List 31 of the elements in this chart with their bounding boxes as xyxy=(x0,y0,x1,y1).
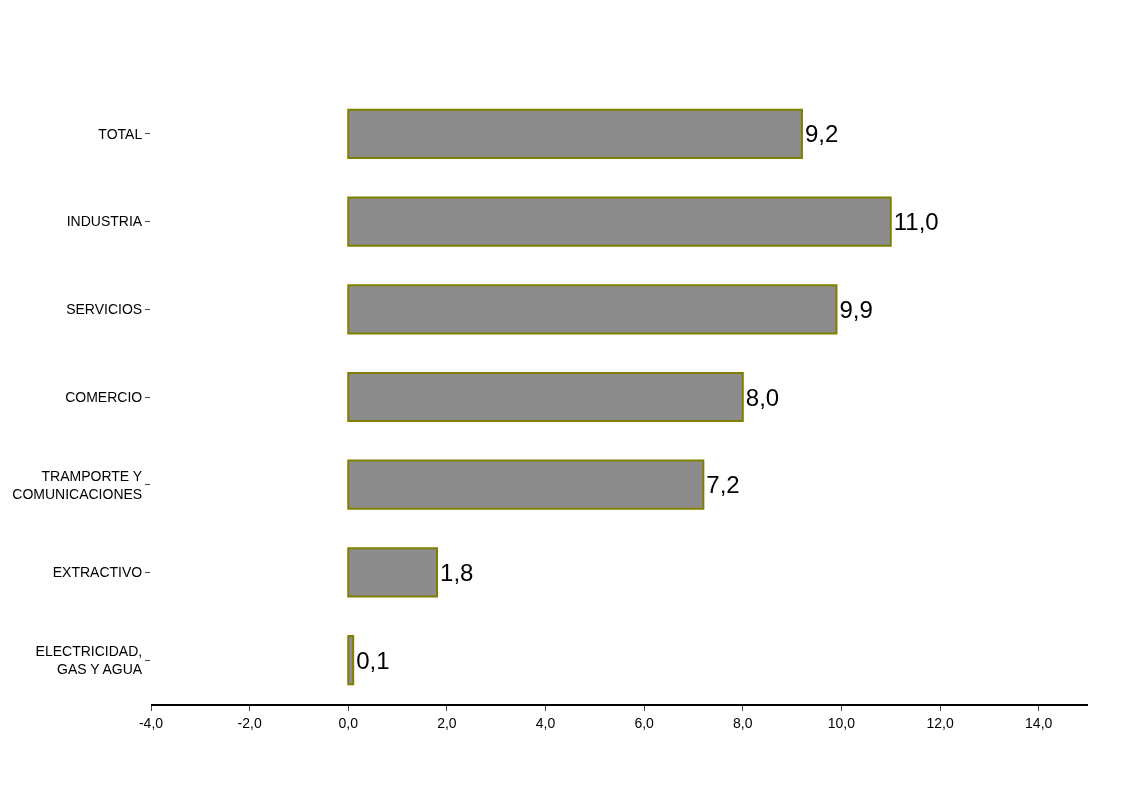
bar xyxy=(347,459,705,510)
data-label: 9,9 xyxy=(839,295,873,323)
x-tick-label: -4,0 xyxy=(138,714,164,731)
x-tick-label: 12,0 xyxy=(926,714,954,731)
data-label: 11,0 xyxy=(893,208,939,236)
x-tick-label: 8,0 xyxy=(733,714,753,731)
x-tick-label: 14,0 xyxy=(1025,714,1053,731)
bar xyxy=(347,196,892,247)
y-tick-label: SERVICIOS xyxy=(66,301,143,318)
y-tick-label: TRAMPORTE Y COMUNICACIONES xyxy=(12,467,143,502)
data-label: 7,2 xyxy=(706,471,740,499)
data-label: 9,2 xyxy=(804,120,839,148)
data-label: 8,0 xyxy=(745,383,780,411)
data-label: 0,1 xyxy=(356,646,390,674)
x-tick-label: -2,0 xyxy=(237,714,262,731)
bar xyxy=(347,371,744,423)
y-tick-label: INDUSTRIA xyxy=(66,213,143,230)
y-tick-label: EXTRACTIVO xyxy=(52,564,143,581)
y-tick-label: TOTAL xyxy=(98,125,143,142)
bar xyxy=(347,635,355,686)
x-tick-label: 2,0 xyxy=(437,714,457,731)
x-tick-label: 6,0 xyxy=(634,714,655,731)
x-tick-label: 10,0 xyxy=(827,714,856,731)
y-tick-label: COMERCIO xyxy=(65,388,143,405)
bar xyxy=(347,284,838,335)
y-tick-label: ELECTRICIDAD, GAS Y AGUA xyxy=(35,642,143,678)
bar xyxy=(347,108,803,159)
x-tick-label: 4,0 xyxy=(535,714,556,731)
bar xyxy=(347,547,439,598)
data-label: 1,8 xyxy=(440,558,474,586)
x-tick-label: 0,0 xyxy=(338,714,359,731)
